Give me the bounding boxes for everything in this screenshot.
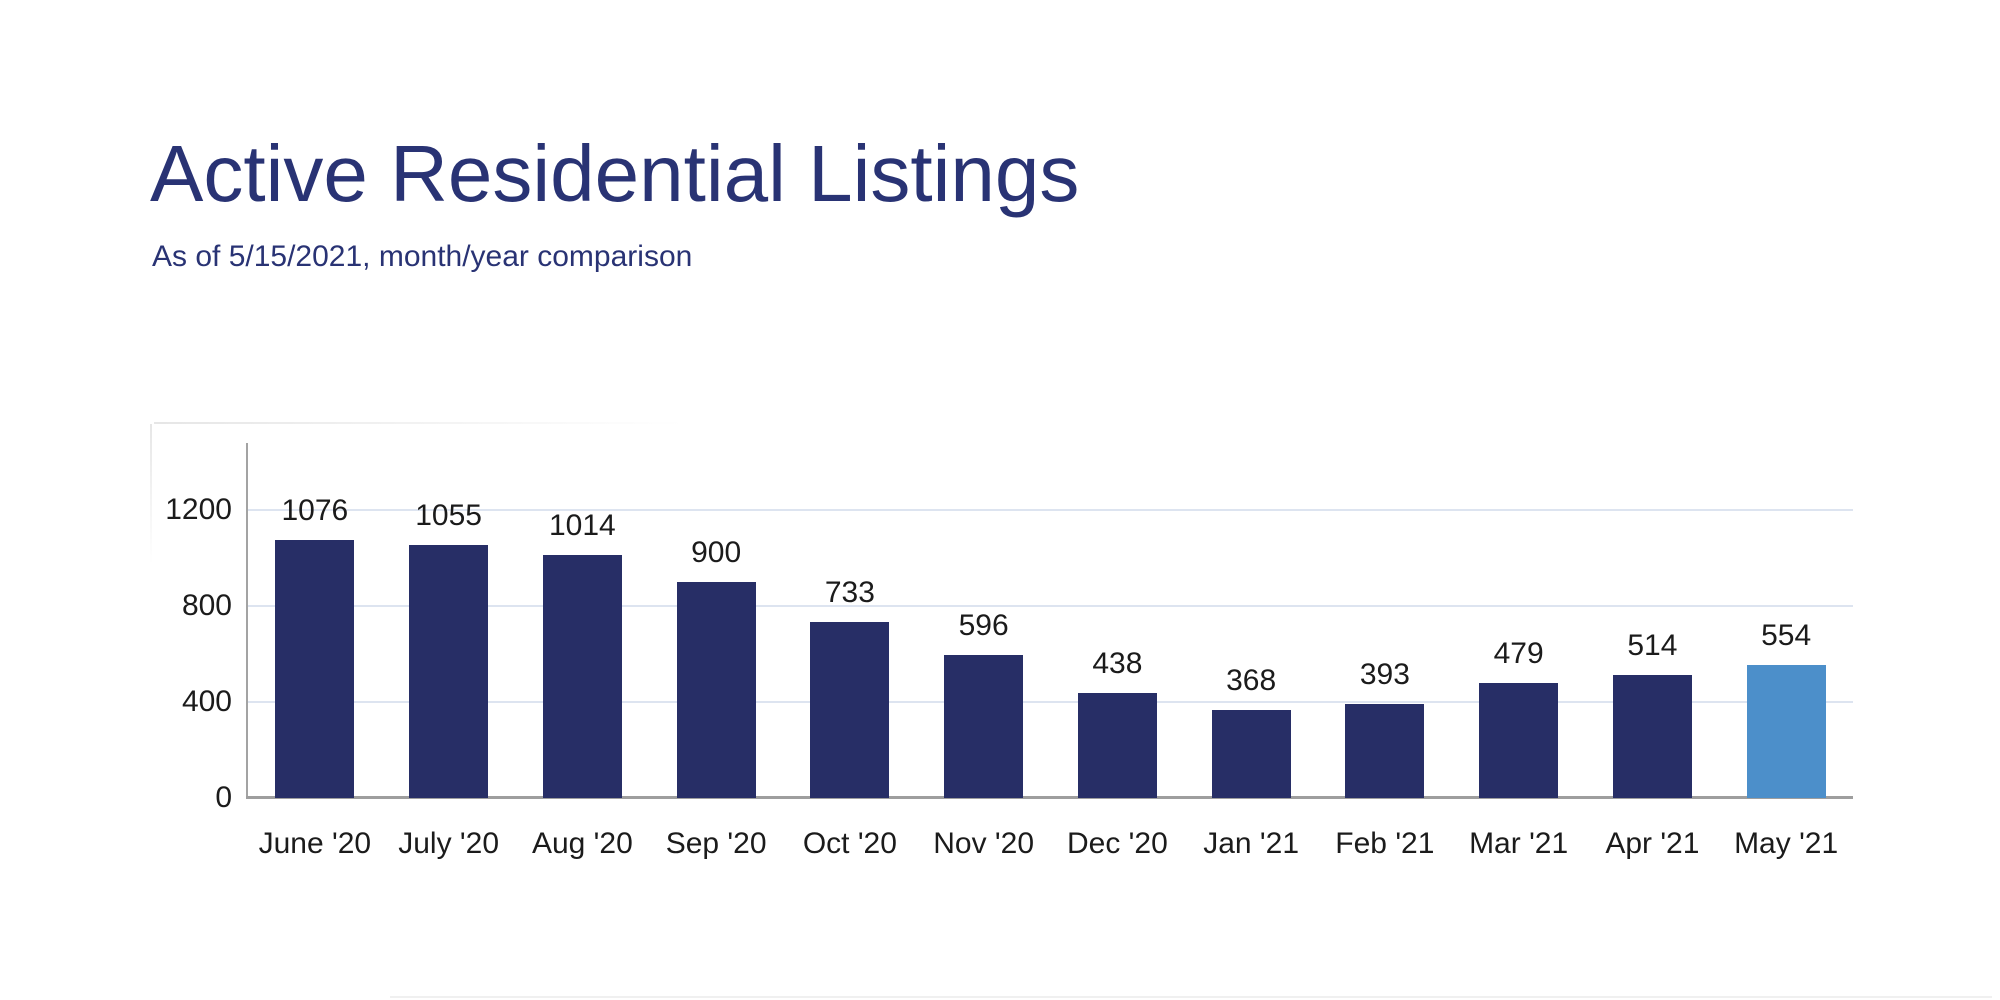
bar-group-aug-20: 1014 Aug '20: [516, 443, 650, 860]
bar: [542, 554, 622, 798]
gridline-800: [246, 605, 1853, 608]
bar-value-label: 596: [958, 609, 1009, 643]
bar-value-label: 554: [1761, 619, 1812, 653]
bar-value-label: 479: [1493, 637, 1544, 671]
y-axis-label-1200: 1200: [165, 493, 232, 527]
bar: [1077, 692, 1157, 798]
plot-area: 1076 June '20 1055 July '20 1014 Aug '20 900 Se…: [246, 443, 1853, 860]
bar-group-apr-21: 514 Apr '21: [1586, 443, 1720, 860]
x-axis-label: June '20: [258, 827, 372, 860]
x-axis-label: Oct '20: [802, 827, 897, 860]
y-axis-label-800: 800: [181, 589, 232, 623]
bar-group-july-20: 1055 July '20: [382, 443, 516, 860]
bar-value-label: 1076: [281, 493, 349, 527]
bar: [1746, 665, 1826, 798]
gridline-1200: [246, 509, 1853, 512]
bar: [810, 622, 890, 798]
page-subtitle: As of 5/15/2021, month/year comparison: [152, 240, 693, 273]
x-axis-label: Sep '20: [665, 827, 767, 860]
bar-value-label: 733: [824, 576, 875, 610]
bar: [1479, 683, 1559, 798]
bar-value-label: 514: [1627, 628, 1678, 662]
bar: [1211, 709, 1291, 798]
bar-value-label: 900: [691, 536, 742, 570]
chart-image-left-edge: [150, 424, 152, 564]
bar: [676, 582, 756, 798]
bar-group-sep-20: 900 Sep '20: [649, 443, 783, 860]
bar: [409, 544, 489, 798]
bar: [1612, 674, 1692, 798]
x-axis-label: Feb '21: [1335, 827, 1435, 860]
y-axis-line: [246, 443, 248, 798]
x-axis-label: May '21: [1734, 827, 1839, 860]
bar: [944, 655, 1024, 798]
x-axis-label: Dec '20: [1066, 827, 1168, 860]
y-axis-label-400: 400: [181, 685, 232, 719]
bar-group-feb-21: 393 Feb '21: [1318, 443, 1452, 860]
y-axis-label-0: 0: [215, 781, 232, 814]
gridline-400: [246, 701, 1853, 704]
bar-value-label: 368: [1226, 663, 1277, 697]
x-axis-label: Mar '21: [1469, 827, 1569, 860]
bar: [1345, 703, 1425, 798]
bar-group-may-21: 554 May '21: [1719, 443, 1853, 860]
bar-value-label: 438: [1092, 646, 1143, 680]
page-bottom-divider: [390, 996, 1992, 998]
bar-chart: 1076 June '20 1055 July '20 1014 Aug '20 900 Se…: [150, 420, 1860, 890]
bar-group-june-20: 1076 June '20: [248, 443, 382, 860]
bar-group-oct-20: 733 Oct '20: [783, 443, 917, 860]
x-axis-label: July '20: [398, 827, 500, 860]
x-axis-label: Nov '20: [933, 827, 1035, 860]
chart-image-top-edge: [154, 422, 684, 424]
bars-row: 1076 June '20 1055 July '20 1014 Aug '20 900 Se…: [248, 443, 1853, 860]
bar-group-jan-21: 368 Jan '21: [1184, 443, 1318, 860]
x-axis-line: [246, 796, 1853, 799]
bar-value-label: 393: [1359, 657, 1410, 691]
bar-group-dec-20: 438 Dec '20: [1051, 443, 1185, 860]
bar: [275, 539, 355, 798]
x-axis-label: Jan '21: [1203, 827, 1300, 860]
bar-group-nov-20: 596 Nov '20: [917, 443, 1051, 860]
bar-value-label: 1014: [549, 508, 616, 542]
page-title: Active Residential Listings: [150, 129, 1080, 218]
x-axis-label: Aug '20: [531, 827, 633, 860]
x-axis-label: Apr '21: [1605, 827, 1700, 860]
bar-group-mar-21: 479 Mar '21: [1452, 443, 1586, 860]
bar-value-label: 1055: [415, 498, 482, 532]
